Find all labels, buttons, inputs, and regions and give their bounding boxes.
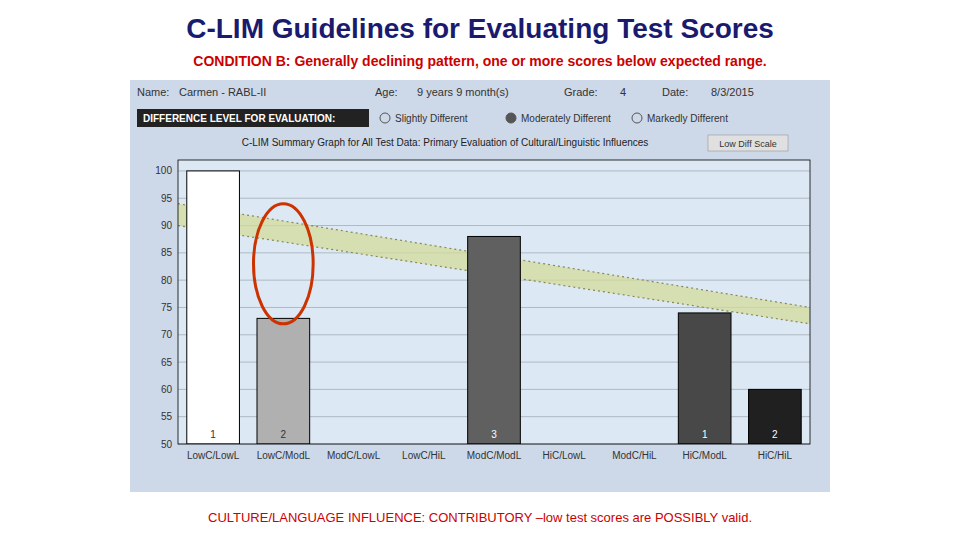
grid-line (178, 198, 810, 199)
grid-line (178, 170, 810, 171)
x-tick-label: HiC/LowL (543, 450, 587, 461)
y-tick-label: 50 (161, 439, 173, 450)
header-label: Grade: (564, 86, 598, 98)
scale-button-label: Low Diff Scale (719, 139, 776, 149)
bar-number: 3 (491, 429, 497, 440)
scale-button (708, 135, 788, 151)
x-tick-label: ModC/HiL (612, 450, 657, 461)
x-tick-label: LowC/ModL (257, 450, 311, 461)
bar-number: 1 (702, 429, 708, 440)
bar (257, 318, 310, 444)
difference-option: Moderately Different (521, 113, 611, 124)
difference-label: DIFFERENCE LEVEL FOR EVALUATION: (143, 113, 335, 124)
subtitle: CONDITION B: Generally declining pattern… (193, 53, 766, 69)
y-tick-label: 90 (161, 220, 173, 231)
y-tick-label: 80 (161, 275, 173, 286)
plot-title: C-LIM Summary Graph for All Test Data: P… (242, 137, 649, 148)
bar (749, 389, 802, 444)
bar-number: 2 (281, 429, 287, 440)
bottom-note: CULTURE/LANGUAGE INFLUENCE: CONTRIBUTORY… (208, 510, 752, 525)
radio (380, 113, 390, 123)
y-tick-label: 60 (161, 384, 173, 395)
header-value: 4 (620, 86, 626, 98)
x-tick-label: LowC/LowL (187, 450, 240, 461)
y-tick-label: 100 (155, 165, 172, 176)
y-tick-label: 65 (161, 357, 173, 368)
radio (632, 113, 642, 123)
y-tick-label: 55 (161, 411, 173, 422)
difference-label-box (137, 109, 369, 127)
y-tick-label: 70 (161, 329, 173, 340)
x-tick-label: HiC/HiL (758, 450, 793, 461)
y-tick-label: 95 (161, 193, 173, 204)
chart: C-LIM Guidelines for Evaluating Test Sco… (0, 0, 960, 540)
title: C-LIM Guidelines for Evaluating Test Sco… (186, 13, 774, 44)
header-value: 8/3/2015 (711, 86, 754, 98)
x-tick-label: ModC/LowL (327, 450, 381, 461)
radio-selected (506, 113, 516, 123)
difference-option: Slightly Different (395, 113, 468, 124)
bar (678, 313, 731, 444)
header-label: Age: (375, 86, 398, 98)
x-tick-label: LowC/HiL (402, 450, 446, 461)
header-value: 9 years 9 month(s) (417, 86, 509, 98)
form-background (130, 80, 830, 492)
difference-option: Markedly Different (647, 113, 728, 124)
x-tick-label: ModC/ModL (467, 450, 522, 461)
plot-frame (178, 160, 810, 444)
header-value: Carmen - RABL-II (179, 86, 266, 98)
bar-number: 2 (772, 429, 778, 440)
plot-background (178, 160, 810, 444)
bar (187, 171, 240, 444)
plot-marks (178, 171, 810, 444)
header-label: Date: (662, 86, 688, 98)
bar (468, 236, 521, 444)
y-tick-label: 75 (161, 302, 173, 313)
highlight-oval (253, 204, 313, 324)
y-tick-label: 85 (161, 247, 173, 258)
bar-number: 1 (210, 429, 216, 440)
header-label: Name: (137, 86, 169, 98)
x-tick-label: HiC/ModL (682, 450, 727, 461)
